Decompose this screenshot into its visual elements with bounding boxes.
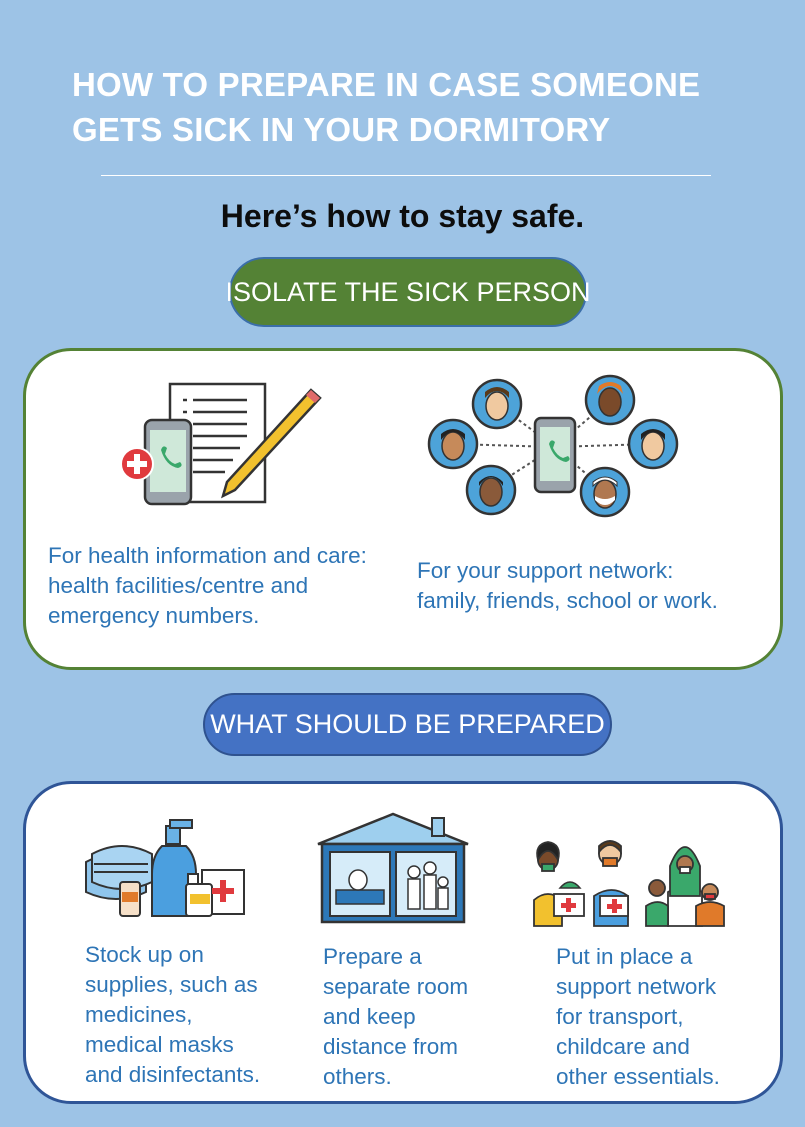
prepare-item-1-line-1: Stock up on [85, 942, 204, 967]
isolate-item-1-line-3: emergency numbers. [48, 603, 260, 628]
prepare-item-2-line-3: and keep [323, 1004, 416, 1029]
prepare-item-3-line-3: for transport, [556, 1004, 684, 1029]
prepare-item-2-line-2: separate room [323, 974, 469, 999]
title-divider [101, 175, 711, 176]
isolate-section-pill: ISOLATE THE SICK PERSON [225, 257, 591, 327]
prepare-item-2-line-1: Prepare a [323, 944, 422, 969]
phone-document-pencil-icon [120, 382, 322, 506]
title-line-2: GETS SICK IN YOUR DORMITORY [72, 111, 611, 148]
prepare-item-3-line-4: childcare and [556, 1034, 690, 1059]
isolate-pill-label: ISOLATE THE SICK PERSON [225, 276, 591, 307]
prepare-item-1-line-4: medical masks [85, 1032, 234, 1057]
page-title: HOW TO PREPARE IN CASE SOMEONE GETS SICK… [72, 62, 772, 152]
prepare-item-1-line-2: supplies, such as [85, 972, 258, 997]
prepare-item-1-line-3: medicines, [85, 1002, 193, 1027]
prepare-item-3-line-1: Put in place a [556, 944, 693, 969]
isolate-item-1-text: For health information and care: health … [48, 541, 367, 631]
medical-supplies-icon [85, 819, 245, 917]
prepare-section-pill: WHAT SHOULD BE PREPARED [203, 693, 612, 756]
subtitle: Here’s how to stay safe. [220, 198, 585, 234]
isolate-item-2-text: For your support network: family, friend… [417, 556, 718, 616]
title-line-1: HOW TO PREPARE IN CASE SOMEONE [72, 66, 701, 103]
isolate-card [23, 348, 783, 670]
prepare-item-3-text: Put in place a support network for trans… [556, 942, 720, 1092]
prepare-item-1-line-5: and disinfectants. [85, 1062, 261, 1087]
phone-people-network-icon [427, 374, 679, 518]
isolate-item-1-line-1: For health information and care: [48, 543, 367, 568]
support-network-people-icon [533, 840, 725, 927]
prepare-item-3-line-2: support network [556, 974, 717, 999]
prepare-item-1-text: Stock up on supplies, such as medicines,… [85, 940, 260, 1090]
prepare-item-2-text: Prepare a separate room and keep distanc… [323, 942, 468, 1092]
prepare-item-2-line-4: distance from [323, 1034, 459, 1059]
isolate-item-1-line-2: health facilities/centre and [48, 573, 309, 598]
prepare-item-3-line-5: other essentials. [556, 1064, 720, 1089]
isolate-item-2-line-2: family, friends, school or work. [417, 588, 718, 613]
prepare-pill-label: WHAT SHOULD BE PREPARED [210, 709, 605, 739]
house-separate-room-icon [317, 812, 469, 924]
prepare-item-2-line-5: others. [323, 1064, 392, 1089]
isolate-item-2-line-1: For your support network: [417, 558, 674, 583]
